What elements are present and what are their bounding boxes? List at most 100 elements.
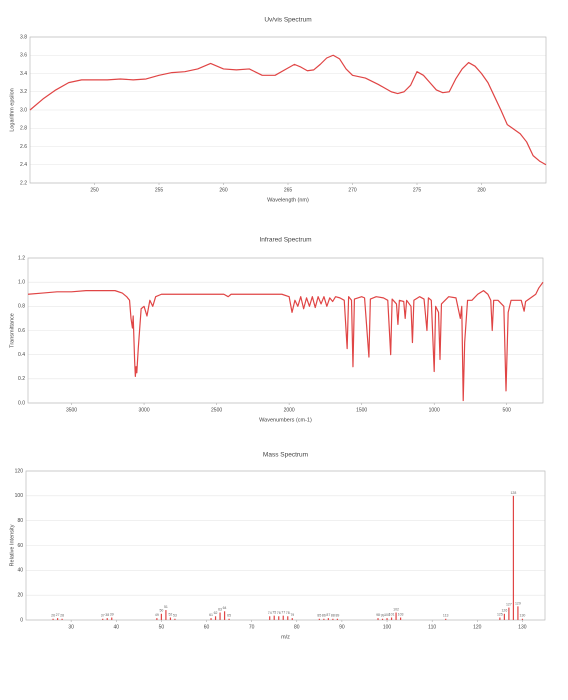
x-tick-label: 255 [155, 187, 164, 193]
bar-label: 128 [510, 491, 516, 495]
y-tick-label: 2.4 [20, 162, 27, 168]
bar [111, 617, 113, 620]
y-tick-label: 0.8 [18, 304, 25, 310]
bar-label: 51 [164, 605, 168, 609]
chart-title: Uv/vis Spectrum [264, 17, 311, 24]
bar-label: 129 [515, 601, 521, 605]
bar [102, 618, 104, 620]
bar [390, 617, 393, 620]
bar-label: 88 [331, 614, 335, 618]
bar [336, 618, 338, 620]
bar-label: 87 [326, 613, 330, 617]
y-tick-label: 0.6 [18, 328, 25, 334]
x-tick-label: 70 [249, 624, 255, 630]
bar-label: 79 [290, 613, 294, 617]
x-tick-label: 1000 [429, 407, 440, 413]
bar-label: 26 [51, 614, 55, 618]
x-tick-label: 130 [518, 624, 527, 630]
bar-label: 86 [322, 614, 326, 618]
x-tick-label: 260 [219, 187, 228, 193]
bar [169, 617, 172, 620]
bar [445, 618, 447, 620]
bar [377, 618, 379, 620]
bar [386, 618, 388, 620]
y-tick-label: 20 [17, 592, 23, 598]
bar [156, 618, 158, 620]
bar [282, 615, 284, 620]
bar-label: 28 [60, 614, 64, 618]
y-tick-label: 3.0 [20, 107, 27, 113]
spectrum-line [29, 54, 547, 166]
bar [56, 618, 59, 620]
x-tick-label: 40 [113, 624, 119, 630]
bar-label: 53 [173, 614, 177, 618]
y-tick-label: 3.6 [20, 53, 27, 59]
bar-label: 74 [268, 611, 272, 615]
y-tick-label: 100 [15, 493, 24, 499]
x-tick-label: 270 [348, 187, 357, 193]
y-tick-label: 0.4 [18, 352, 25, 358]
y-axis-label: Relative Intensity [9, 524, 15, 566]
y-tick-label: 2.6 [20, 144, 27, 150]
bar-label: 113 [443, 614, 449, 618]
bar-label: 49 [155, 613, 159, 617]
y-tick-label: 2.2 [20, 180, 27, 186]
y-tick-label: 80 [17, 518, 23, 524]
x-axis-label: Wavenumbers (cm-1) [259, 417, 312, 423]
bar-label: 98 [376, 613, 380, 617]
bar-label: 100 [384, 613, 390, 617]
bar [106, 618, 108, 620]
y-axis-label: Transmittance [9, 313, 15, 348]
x-tick-label: 3000 [138, 407, 149, 413]
x-tick-label: 3500 [66, 407, 77, 413]
x-tick-label: 50 [159, 624, 165, 630]
y-tick-label: 0.2 [18, 376, 25, 382]
y-tick-label: 3.2 [20, 89, 27, 95]
y-tick-label: 2.8 [20, 126, 27, 132]
bar [174, 618, 176, 620]
x-tick-label: 2000 [284, 407, 295, 413]
bar-label: 125 [497, 612, 503, 616]
bar [332, 618, 334, 620]
bar-label: 89 [335, 614, 339, 618]
bar [323, 618, 325, 620]
plot-frame [25, 470, 546, 621]
bar [165, 610, 167, 620]
x-tick-label: 280 [477, 187, 486, 193]
plot-frame [27, 257, 544, 404]
x-tick-label: 275 [413, 187, 422, 193]
bar [318, 618, 320, 620]
chart-title: Mass Spectrum [263, 452, 308, 459]
bar-label: 38 [105, 613, 109, 617]
bar-label: 65 [227, 614, 231, 618]
x-tick-label: 265 [284, 187, 293, 193]
bar [291, 618, 293, 620]
bar-label: 50 [159, 609, 163, 613]
bar [223, 611, 226, 620]
x-tick-label: 30 [68, 624, 74, 630]
bar-label: 77 [281, 611, 285, 615]
bar [508, 607, 510, 620]
bar-label: 61 [209, 613, 213, 617]
bar-label: 78 [286, 611, 290, 615]
y-axis-label: Logarithm epsilon [9, 88, 15, 131]
x-tick-label: 500 [503, 407, 512, 413]
y-tick-label: 1.2 [18, 255, 25, 261]
bar [269, 616, 271, 620]
bar-label: 63 [218, 607, 222, 611]
y-tick-label: 1.0 [18, 279, 25, 285]
y-tick-label: 40 [17, 568, 23, 574]
bar-label: 99 [381, 614, 385, 618]
bar-label: 27 [56, 613, 60, 617]
y-tick-label: 3.8 [20, 34, 27, 40]
x-tick-label: 60 [204, 624, 210, 630]
y-tick-label: 0.0 [18, 400, 25, 406]
bar [395, 612, 397, 620]
x-tick-label: 100 [383, 624, 392, 630]
bar [521, 618, 524, 620]
bar [273, 615, 275, 620]
bar-label: 130 [520, 614, 526, 618]
bar-label: 64 [223, 606, 227, 610]
bar [219, 612, 221, 620]
